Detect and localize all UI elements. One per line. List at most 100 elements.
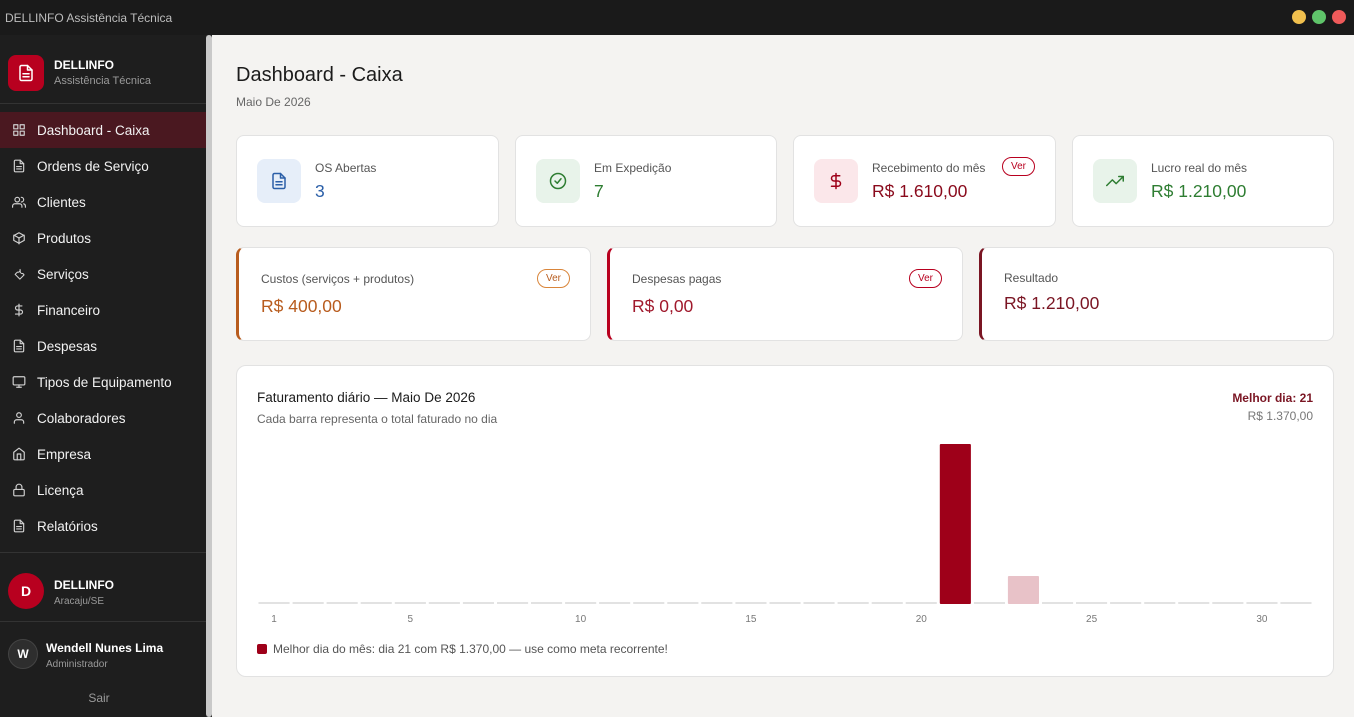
- sidebar-item-label: Serviços: [37, 266, 89, 282]
- summary-card-despesas: Despesas pagas R$ 0,00 Ver: [607, 247, 963, 341]
- bar-day-30[interactable]: [1246, 602, 1278, 604]
- stat-card-recebimento: Recebimento do mês R$ 1.610,00 Ver: [793, 135, 1056, 227]
- bar-day-17[interactable]: [803, 602, 835, 604]
- user-name: Wendell Nunes Lima: [46, 641, 164, 655]
- sidebar-item-label: Colaboradores: [37, 410, 126, 426]
- bar-day-15[interactable]: [735, 602, 767, 604]
- bar-day-29[interactable]: [1212, 602, 1244, 604]
- summary-value: R$ 1.210,00: [1004, 293, 1100, 313]
- best-day-value: R$ 1.370,00: [1247, 409, 1313, 423]
- bar-day-6[interactable]: [428, 602, 460, 604]
- sidebar-scrollbar[interactable]: [206, 35, 212, 717]
- x-tick-label: 20: [916, 614, 928, 625]
- home-icon: [13, 447, 25, 461]
- lock-icon: [13, 483, 25, 497]
- chart-title: Faturamento diário — Maio De 2026: [257, 390, 476, 405]
- user-icon: [13, 412, 25, 424]
- bar-day-11[interactable]: [599, 602, 631, 604]
- x-tick-label: 1: [271, 614, 277, 625]
- divider: [0, 103, 206, 104]
- bar-day-31[interactable]: [1280, 602, 1312, 604]
- bar-day-21[interactable]: [939, 444, 971, 604]
- sidebar-item-empresa[interactable]: Empresa: [0, 436, 206, 472]
- sidebar-item-ordens-de-servi-o[interactable]: Ordens de Serviço: [0, 148, 206, 184]
- logout-button[interactable]: Sair: [88, 691, 110, 705]
- bar-day-25[interactable]: [1076, 602, 1108, 604]
- user-role: Administrador: [46, 659, 108, 670]
- daily-revenue-chart: 1 5 10 15 20 25 30: [258, 444, 1312, 625]
- bar-day-22[interactable]: [973, 602, 1005, 604]
- stat-card-lucro: Lucro real do mês R$ 1.210,00: [1072, 135, 1334, 227]
- bar-day-10[interactable]: [565, 602, 597, 604]
- ver-custos-button[interactable]: Ver: [536, 269, 570, 288]
- bar-day-1[interactable]: [258, 602, 290, 604]
- close-button[interactable]: [1332, 10, 1346, 24]
- bar-day-23[interactable]: [1007, 576, 1039, 604]
- legend-swatch: [257, 644, 267, 654]
- ver-recebimento-button[interactable]: Ver: [1001, 157, 1035, 176]
- summary-label: Custos (serviços + produtos): [261, 272, 415, 286]
- bar-day-18[interactable]: [837, 602, 869, 604]
- sidebar-item-relat-rios[interactable]: Relatórios: [0, 508, 206, 544]
- sidebar-item-despesas[interactable]: Despesas: [0, 328, 206, 364]
- bar-day-3[interactable]: [326, 602, 358, 604]
- sidebar-item-licen-a[interactable]: Licença: [0, 472, 206, 508]
- bar-day-20[interactable]: [905, 602, 937, 604]
- divider: [0, 552, 206, 553]
- bar-day-12[interactable]: [633, 602, 665, 604]
- stat-value: 3: [315, 181, 325, 201]
- bar-day-13[interactable]: [667, 602, 699, 604]
- main-content: Dashboard - Caixa Maio De 2026 OS Aberta…: [212, 35, 1354, 717]
- sidebar-item-label: Tipos de Equipamento: [37, 374, 172, 390]
- chart-card: Faturamento diário — Maio De 2026 Cada b…: [236, 365, 1334, 677]
- divider: [0, 621, 206, 622]
- chart-legend: Melhor dia do mês: dia 21 com R$ 1.370,0…: [257, 642, 668, 656]
- bar-day-28[interactable]: [1178, 602, 1210, 604]
- bar-day-4[interactable]: [360, 602, 392, 604]
- sidebar-item-label: Financeiro: [37, 302, 101, 318]
- bar-day-9[interactable]: [531, 602, 563, 604]
- sidebar-item-clientes[interactable]: Clientes: [0, 184, 206, 220]
- window-title: DELLINFO Assistência Técnica: [5, 11, 173, 25]
- ver-despesas-button[interactable]: Ver: [908, 269, 942, 288]
- dollar-icon: [814, 159, 858, 203]
- dashboard-grid-icon: [13, 124, 25, 136]
- sidebar: DELLINFO Assistência Técnica Dashboard -…: [0, 35, 206, 717]
- sidebar-item-produtos[interactable]: Produtos: [0, 220, 206, 256]
- page-subtitle: Maio De 2026: [236, 95, 311, 109]
- sidebar-item-colaboradores[interactable]: Colaboradores: [0, 400, 206, 436]
- bar-day-5[interactable]: [394, 602, 426, 604]
- file-icon: [13, 159, 25, 173]
- sidebar-item-financeiro[interactable]: Financeiro: [0, 292, 206, 328]
- sidebar-item-servi-os[interactable]: Serviços: [0, 256, 206, 292]
- dollar-icon: [14, 303, 24, 317]
- sidebar-nav: Dashboard - Caixa Ordens de Serviço Client…: [0, 112, 206, 544]
- minimize-button[interactable]: [1292, 10, 1306, 24]
- bar-day-16[interactable]: [769, 602, 801, 604]
- bar-day-24[interactable]: [1042, 602, 1074, 604]
- bar-day-2[interactable]: [292, 602, 324, 604]
- document-icon: [257, 159, 301, 203]
- sidebar-item-label: Produtos: [37, 230, 92, 246]
- sidebar-item-dashboard-caixa[interactable]: Dashboard - Caixa: [0, 112, 206, 148]
- x-tick-label: 5: [408, 614, 414, 625]
- trending-up-icon: [1093, 159, 1137, 203]
- scrollbar-thumb[interactable]: [206, 35, 212, 717]
- bar-day-26[interactable]: [1110, 602, 1142, 604]
- x-tick-label: 10: [575, 614, 587, 625]
- summary-label: Despesas pagas: [632, 272, 722, 286]
- stat-card-em-expedicao: Em Expedição 7: [515, 135, 777, 227]
- bar-day-27[interactable]: [1144, 602, 1176, 604]
- maximize-button[interactable]: [1312, 10, 1326, 24]
- bar-day-7[interactable]: [462, 602, 494, 604]
- file-icon: [13, 339, 25, 353]
- org-name: DELLINFO: [54, 578, 114, 592]
- box-icon: [13, 232, 25, 245]
- bar-day-8[interactable]: [497, 602, 529, 604]
- sidebar-item-label: Despesas: [37, 338, 98, 354]
- stat-value: R$ 1.610,00: [872, 181, 968, 201]
- bar-day-14[interactable]: [701, 602, 733, 604]
- user-avatar: W: [8, 639, 38, 669]
- bar-day-19[interactable]: [871, 602, 903, 604]
- sidebar-item-tipos-de-equipamento[interactable]: Tipos de Equipamento: [0, 364, 206, 400]
